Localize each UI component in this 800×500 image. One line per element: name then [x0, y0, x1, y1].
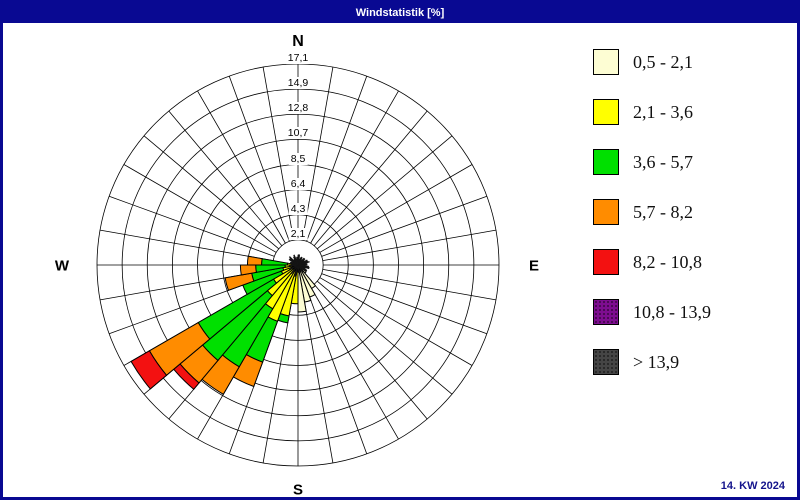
compass-label-west: W: [54, 257, 70, 275]
grid-spoke: [262, 66, 295, 241]
legend-item: 10,8 - 13,9: [593, 299, 711, 325]
compass-label-north: N: [292, 33, 304, 50]
center-scribble-line: [297, 264, 309, 268]
legend: 0,5 - 2,1 2,1 - 3,6 3,6 - 5,7 5,7 - 8,2 8,2 …: [593, 49, 711, 399]
window-title: Windstatistik [%]: [355, 7, 445, 19]
legend-label: 0,5 - 2,1: [633, 51, 693, 72]
grid-spoke: [99, 229, 274, 262]
grid-spoke: [197, 90, 286, 244]
grid-spoke: [313, 283, 428, 420]
grid-spoke: [321, 273, 488, 335]
grid-spoke: [313, 110, 428, 247]
compass-label-south: S: [292, 481, 304, 499]
grid-spoke: [322, 229, 497, 262]
grid-spoke: [143, 135, 280, 250]
legend-item: > 13,9: [593, 349, 711, 375]
center-scribble-line: [288, 256, 299, 266]
grid-spoke: [306, 75, 368, 242]
legend-item: 8,2 - 10,8: [593, 249, 711, 275]
window-title-bar: Windstatistik [%]: [3, 3, 797, 23]
grid-spoke: [310, 90, 399, 244]
legend-swatch-orange: [593, 199, 619, 225]
wind-rose-svg: [96, 63, 500, 467]
legend-item: 5,7 - 8,2: [593, 199, 711, 225]
legend-label: 2,1 - 3,6: [633, 101, 693, 122]
wind-sector-segment: [261, 258, 289, 266]
grid-spoke: [306, 288, 368, 455]
date-label: 14. KW 2024: [720, 480, 785, 492]
wind-sector-segment: [130, 350, 168, 390]
grid-spoke: [322, 268, 497, 301]
center-scribble-line: [293, 254, 299, 266]
legend-label: > 13,9: [633, 351, 680, 372]
grid-spoke: [228, 75, 290, 242]
legend-swatch-red: [593, 249, 619, 275]
center-scribble-line: [294, 264, 299, 277]
wind-sector-segment: [239, 264, 257, 276]
grid-spoke: [319, 164, 473, 253]
grid-spoke: [319, 277, 473, 366]
legend-swatch-purple: [593, 299, 619, 325]
legend-label: 10,8 - 13,9: [633, 301, 711, 322]
radial-tick-label: 12,8: [285, 102, 311, 115]
legend-swatch-green: [593, 149, 619, 175]
legend-item: 0,5 - 2,1: [593, 49, 711, 75]
wind-sector-segment: [224, 272, 255, 291]
grid-spoke: [123, 164, 277, 253]
radial-tick-label: 6,4: [288, 177, 308, 190]
grid-spoke: [316, 135, 453, 250]
legend-swatch-cream: [593, 49, 619, 75]
wind-rose: N S W E 2,1 4,3 6,4 8,5 10,7 12,8 14,9 17,1: [3, 3, 797, 497]
radial-tick-label: 2,1: [288, 227, 308, 240]
legend-label: 3,6 - 5,7: [633, 151, 693, 172]
radial-tick-label: 4,3: [288, 202, 308, 215]
center-scribble-line: [290, 264, 299, 275]
grid-spoke: [316, 280, 453, 395]
radial-tick-label: 10,7: [285, 127, 311, 140]
grid-spoke: [108, 195, 275, 257]
legend-item: 3,6 - 5,7: [593, 149, 711, 175]
radial-tick-label: 14,9: [285, 77, 311, 90]
legend-label: 5,7 - 8,2: [633, 201, 693, 222]
grid-spoke: [301, 66, 334, 241]
legend-label: 8,2 - 10,8: [633, 251, 702, 272]
wind-sector-segment: [246, 255, 263, 266]
center-scribble-line: [297, 261, 310, 266]
grid-spoke: [168, 110, 283, 247]
legend-swatch-yellow: [593, 99, 619, 125]
radial-tick-label: 17,1: [285, 52, 311, 64]
grid-spoke: [301, 289, 334, 464]
legend-swatch-gray: [593, 349, 619, 375]
grid-spoke: [321, 195, 488, 257]
grid-spoke: [310, 286, 399, 440]
compass-label-east: E: [528, 257, 540, 275]
radial-tick-label: 8,5: [288, 152, 308, 165]
legend-item: 2,1 - 3,6: [593, 99, 711, 125]
wind-sector-segment: [297, 264, 307, 313]
